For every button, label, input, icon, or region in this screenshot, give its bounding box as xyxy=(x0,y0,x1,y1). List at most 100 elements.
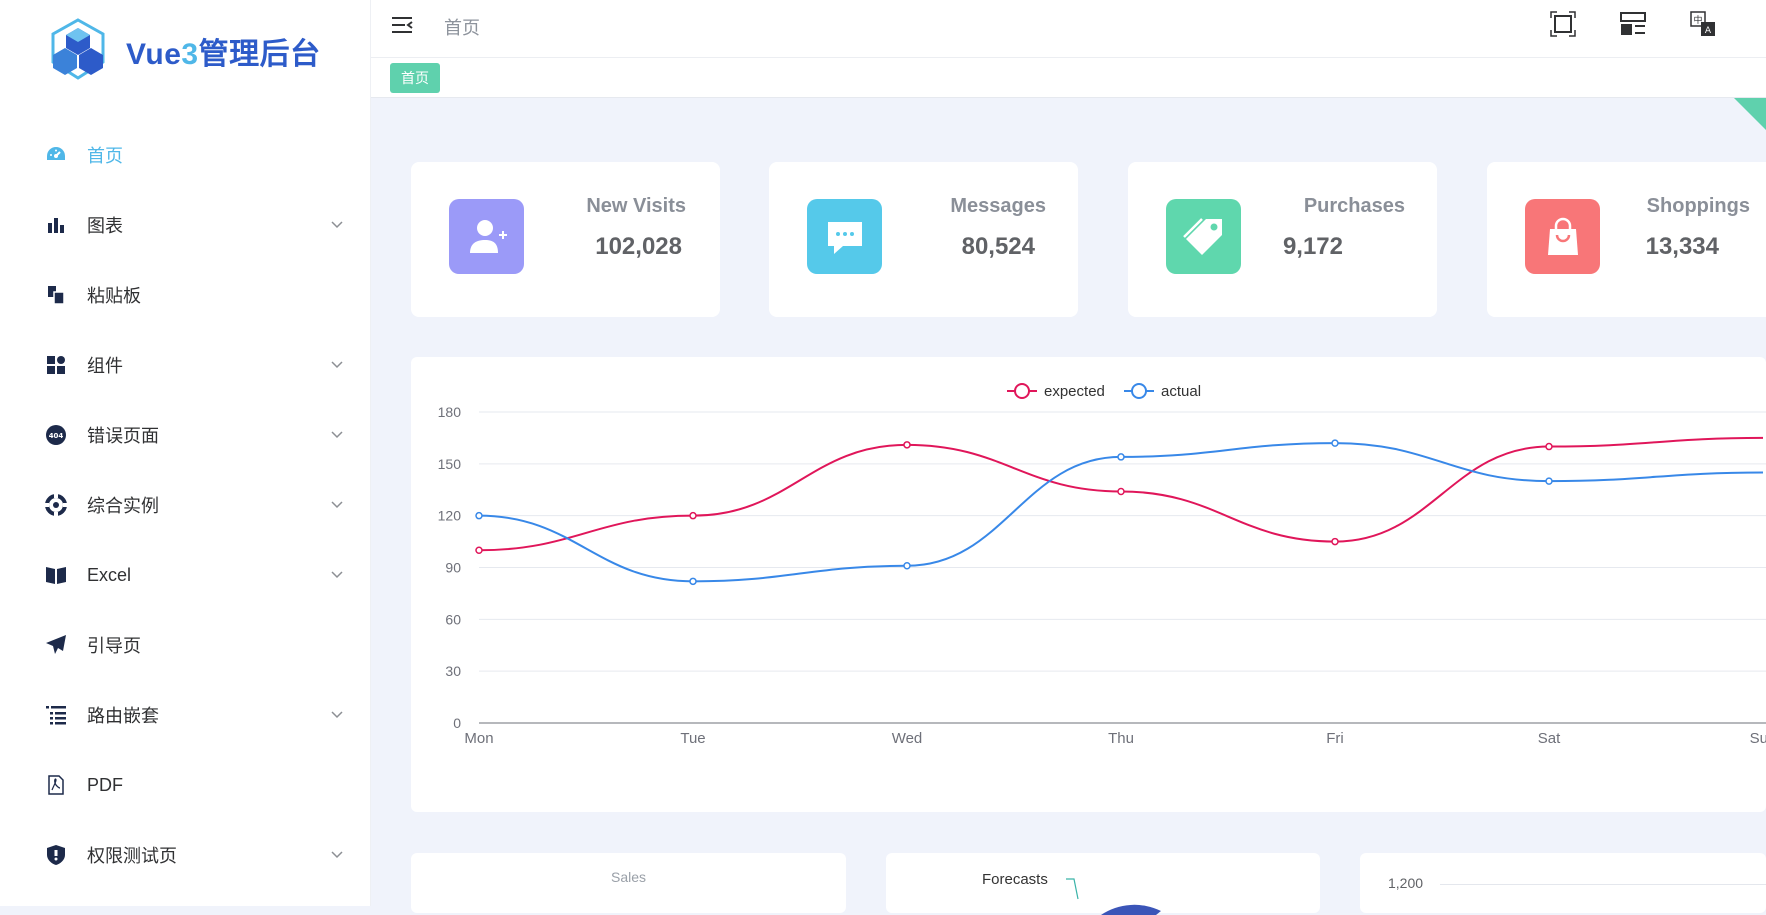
sidebar-item-error-pages[interactable]: 404 错误页面 xyxy=(0,400,371,470)
data-point-expected xyxy=(475,546,483,554)
data-point-expected xyxy=(1545,442,1553,451)
sidebar-item-charts[interactable]: 图表 xyxy=(0,190,371,260)
x-tick-label: Wed xyxy=(892,730,923,747)
stat-icon-box xyxy=(1166,199,1241,274)
sidebar-item-guide[interactable]: 引导页 xyxy=(0,610,371,680)
forecasts-label: Forecasts xyxy=(982,871,1048,888)
data-point-expected xyxy=(689,511,697,520)
sidebar-item-permissions[interactable]: 权限测试页 xyxy=(0,820,371,890)
shopping-bag-icon xyxy=(1547,217,1578,255)
layout-icon[interactable] xyxy=(1619,10,1647,38)
legend-label: actual xyxy=(1161,383,1201,400)
stat-title: Purchases xyxy=(1303,195,1405,217)
sidebar-item-label: PDF xyxy=(87,774,123,795)
sidebar-item-pdf[interactable]: PDF xyxy=(0,750,371,820)
chevron-down-icon xyxy=(331,711,343,719)
y-tick-label: 180 xyxy=(438,404,462,420)
axis-tick: 1,200 xyxy=(1388,875,1424,891)
legend-marker xyxy=(1131,383,1147,399)
sales-title: Sales xyxy=(610,869,647,885)
line-chart: 0 30 60 90 120 150 180 Mon Tue Wed Thu Fri Sat Sun exp… xyxy=(438,383,1766,747)
stat-icon-box xyxy=(449,199,524,274)
app-logo[interactable]: Vue3管理后台 xyxy=(45,16,321,86)
grid-icon xyxy=(44,353,68,377)
chevron-down-icon xyxy=(331,361,343,369)
stat-card-visits[interactable]: New Visits 102,028 xyxy=(411,162,720,317)
language-icon[interactable]: 中 A xyxy=(1689,10,1717,38)
book-icon xyxy=(44,563,68,587)
bar-chart-panel: 1,200 xyxy=(1360,853,1766,913)
sidebar-item-nested-routes[interactable]: 路由嵌套 xyxy=(0,680,371,750)
y-tick-label: 30 xyxy=(445,663,461,679)
tag-icon xyxy=(1182,217,1222,255)
sidebar-item-label: 权限测试页 xyxy=(87,846,177,866)
sidebar-item-label: 粘贴板 xyxy=(87,286,141,306)
shield-icon xyxy=(44,843,68,867)
menu-fold-icon[interactable] xyxy=(391,14,413,36)
sidebar-item-home[interactable]: 首页 xyxy=(0,120,371,190)
sidebar-item-clipboard[interactable]: 粘贴板 xyxy=(0,260,371,330)
message-icon xyxy=(827,221,862,254)
data-point-actual xyxy=(903,562,911,570)
stat-value: 9,172 xyxy=(1282,233,1343,260)
data-point-expected xyxy=(903,441,911,449)
settings-corner-badge[interactable] xyxy=(1734,98,1766,130)
sidebar-item-label: 路由嵌套 xyxy=(87,706,159,726)
data-point-expected xyxy=(1117,487,1125,496)
cube-logo-icon xyxy=(51,18,105,80)
tree-list-icon xyxy=(44,703,68,727)
sidebar: Vue3管理后台 首页 图表 粘贴板 组件 xyxy=(0,0,371,906)
stat-value: 80,524 xyxy=(961,233,1035,260)
y-tick-label: 120 xyxy=(438,508,462,524)
clipboard-icon xyxy=(44,283,68,307)
data-point-actual xyxy=(475,511,483,520)
line-chart-panel: 0 30 60 90 120 150 180 Mon Tue Wed Thu Fri Sat Sun exp… xyxy=(411,357,1766,812)
forecasts-panel: Forecasts xyxy=(886,853,1320,915)
stat-icon-box xyxy=(1525,199,1600,274)
user-add-icon xyxy=(469,219,507,253)
tags-view-bar: 首页 xyxy=(371,58,1766,98)
fullscreen-icon[interactable] xyxy=(1549,10,1577,38)
breadcrumb[interactable]: 首页 xyxy=(444,18,480,38)
svg-text:404: 404 xyxy=(49,432,64,440)
sidebar-item-label: 错误页面 xyxy=(87,426,159,446)
sidebar-item-label: 图表 xyxy=(87,216,123,236)
sidebar-item-label: 综合实例 xyxy=(87,496,159,516)
stat-card-messages[interactable]: Messages 80,524 xyxy=(769,162,1078,317)
legend-marker xyxy=(1014,383,1030,399)
x-tick-label: Tue xyxy=(680,730,705,747)
y-tick-label: 90 xyxy=(445,560,461,576)
paper-plane-icon xyxy=(44,633,68,657)
legend-label: expected xyxy=(1044,383,1105,400)
stat-icon-box xyxy=(807,199,882,274)
sidebar-item-label: 首页 xyxy=(87,146,123,166)
sidebar-item-excel[interactable]: Excel xyxy=(0,540,371,610)
stat-value: 13,334 xyxy=(1645,233,1719,260)
chevron-down-icon xyxy=(331,221,343,229)
data-point-actual xyxy=(1117,453,1125,461)
x-tick-label: Sat xyxy=(1538,730,1561,747)
stat-card-shoppings[interactable]: Shoppings 13,334 xyxy=(1487,162,1766,317)
stat-value: 102,028 xyxy=(595,233,682,260)
chevron-down-icon xyxy=(331,431,343,439)
tag-home[interactable]: 首页 xyxy=(390,63,440,93)
chevron-down-icon xyxy=(331,501,343,509)
pdf-icon xyxy=(44,773,68,797)
sidebar-item-label: 组件 xyxy=(87,356,123,376)
y-tick-label: 150 xyxy=(438,456,462,472)
stat-title: Shoppings xyxy=(1646,195,1750,217)
stat-card-purchases[interactable]: Purchases 9,172 xyxy=(1128,162,1437,317)
top-header: 首页 中 A xyxy=(371,0,1766,58)
compass-icon xyxy=(44,493,68,517)
y-tick-label: 60 xyxy=(445,611,461,627)
chevron-down-icon xyxy=(331,571,343,579)
stat-title: New Visits xyxy=(586,195,686,217)
x-tick-label: Thu xyxy=(1108,730,1134,747)
sidebar-item-examples[interactable]: 综合实例 xyxy=(0,470,371,540)
svg-text:A: A xyxy=(1705,26,1712,36)
x-tick-label: Mon xyxy=(464,730,493,747)
dashboard-icon xyxy=(44,143,68,167)
sidebar-item-components[interactable]: 组件 xyxy=(0,330,371,400)
grid-line xyxy=(1440,884,1766,885)
data-point-actual xyxy=(1545,477,1553,485)
